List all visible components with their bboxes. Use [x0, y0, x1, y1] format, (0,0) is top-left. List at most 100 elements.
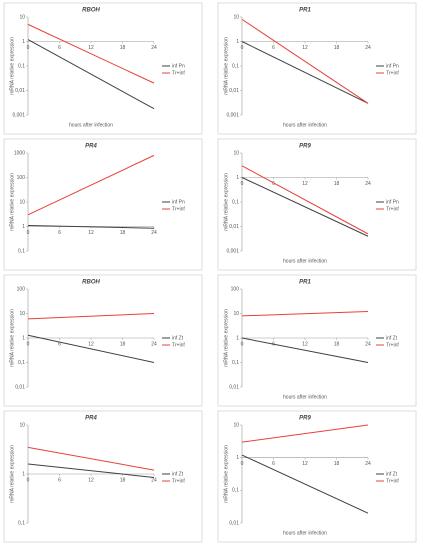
legend-label: Tr+inf	[386, 70, 399, 76]
y-tick-label: 10	[233, 311, 239, 317]
y-tick-label: 1000	[14, 150, 25, 156]
y-tick-label: 10	[233, 422, 239, 428]
x-tick-label: 0	[27, 45, 30, 51]
y-tick-label: 100	[17, 175, 26, 181]
y-tick-label: 0,1	[18, 520, 25, 526]
series-line	[241, 18, 369, 104]
y-tick-label: 0,1	[18, 63, 25, 69]
legend-label: inf Pn	[386, 63, 399, 69]
x-tick-label: 18	[334, 341, 340, 347]
y-tick-label: 0,01	[229, 520, 239, 526]
legend-label: inf Pn	[172, 199, 185, 205]
y-tick-label: 100	[231, 286, 240, 292]
y-tick-label: 1	[236, 335, 239, 341]
x-tick-label: 24	[151, 230, 157, 236]
series-line	[27, 224, 155, 229]
y-tick-label: 10	[19, 14, 25, 20]
y-tick-label: 10	[19, 422, 25, 428]
y-tick-label: 1	[236, 175, 239, 181]
series-line	[241, 311, 369, 317]
y-axis-label: mRNA relative expression	[223, 309, 229, 367]
y-tick-label: 0,1	[232, 488, 239, 494]
panel: PR4 0,1 1 10 100 1000 0 6 12 18 24 mRNA relative ex…	[3, 138, 203, 271]
chart-title: RBOH	[82, 8, 100, 14]
x-tick-label: 12	[88, 477, 94, 483]
legend-label: inf Zt	[386, 471, 398, 477]
series-line	[27, 154, 155, 216]
chart-title: PR9	[299, 416, 311, 422]
y-axis-label: mRNA relative expression	[223, 37, 229, 95]
x-tick-label: 12	[88, 230, 94, 236]
x-tick-label: 24	[151, 45, 157, 51]
x-tick-label: 0	[27, 477, 30, 483]
series-line	[241, 454, 369, 514]
series-line	[27, 463, 155, 478]
y-tick-label: 0,1	[18, 360, 25, 366]
y-tick-label: 0,001	[226, 112, 239, 118]
panel: RBOH 0,01 0,1 1 10 100 0 6 12 18 24 mRNA relative e…	[3, 274, 203, 407]
y-tick-label: 10	[19, 199, 25, 205]
panel-frame	[3, 410, 203, 543]
x-tick-label: 6	[58, 341, 61, 347]
x-tick-label: 0	[241, 341, 244, 347]
y-axis-label: mRNA relative expression	[9, 445, 15, 503]
x-tick-label: 18	[120, 477, 126, 483]
y-tick-label: 1	[236, 455, 239, 461]
series-line	[27, 23, 155, 84]
y-tick-label: 0,01	[229, 384, 239, 390]
legend-label: inf Zt	[172, 471, 184, 477]
y-tick-label: 0,01	[229, 88, 239, 94]
series-line	[241, 177, 369, 237]
series-line	[27, 334, 155, 363]
y-tick-label: 1	[22, 224, 25, 230]
series-line	[27, 39, 155, 110]
series-line	[241, 424, 369, 443]
panel-frame	[217, 410, 417, 543]
x-tick-label: 6	[272, 461, 275, 467]
legend-label: Tr+inf	[386, 206, 399, 212]
y-tick-label: 10	[233, 14, 239, 20]
series-line	[27, 446, 155, 471]
panel: PR4 0,1 1 10 0 6 12 18 24 mRNA relative expressio…	[3, 410, 203, 543]
x-tick-label: 0	[241, 45, 244, 51]
y-tick-label: 10	[19, 311, 25, 317]
y-axis-label: mRNA relative expression	[223, 445, 229, 503]
x-tick-label: 18	[334, 181, 340, 187]
legend-label: Tr+inf	[386, 342, 399, 348]
y-tick-label: 0,01	[229, 224, 239, 230]
y-tick-label: 0,001	[226, 248, 239, 254]
x-axis-label: hours after infection	[283, 258, 327, 264]
legend-label: Tr+inf	[172, 342, 185, 348]
x-tick-label: 0	[27, 341, 30, 347]
y-tick-label: 10	[233, 150, 239, 156]
y-tick-label: 0,1	[18, 248, 25, 254]
x-tick-label: 12	[88, 45, 94, 51]
x-axis-label: hours after infection	[283, 530, 327, 536]
y-tick-label: 1	[22, 39, 25, 45]
x-tick-label: 6	[58, 230, 61, 236]
legend-label: inf Pn	[172, 63, 185, 69]
y-tick-label: 0,01	[15, 384, 25, 390]
chart-title: RBOH	[82, 280, 100, 286]
x-tick-label: 18	[334, 45, 340, 51]
panel: PR9 0,001 0,01 0,1 1 10 0 6 12 18 24 mRNA relative …	[217, 138, 417, 271]
x-tick-label: 18	[334, 461, 340, 467]
legend-label: Tr+inf	[172, 206, 185, 212]
x-tick-label: 18	[120, 341, 126, 347]
legend-label: inf Zt	[386, 335, 398, 341]
series-line	[241, 41, 369, 104]
x-tick-label: 24	[151, 477, 157, 483]
x-tick-label: 18	[120, 230, 126, 236]
chart-title: PR4	[85, 416, 97, 422]
panel: PR9 0,01 0,1 1 10 0 6 12 18 24 mRNA relative expre…	[217, 410, 417, 543]
x-tick-label: 6	[58, 477, 61, 483]
y-axis-label: mRNA relative expression	[223, 173, 229, 231]
chart-title: PR1	[299, 280, 311, 286]
x-tick-label: 0	[27, 230, 30, 236]
x-tick-label: 12	[88, 341, 94, 347]
y-axis-label: mRNA relative expression	[9, 173, 15, 231]
panel: RBOH 0,001 0,01 0,1 1 10 0 6 12 18 24 mRNA relative…	[3, 2, 203, 135]
y-tick-label: 1	[22, 335, 25, 341]
